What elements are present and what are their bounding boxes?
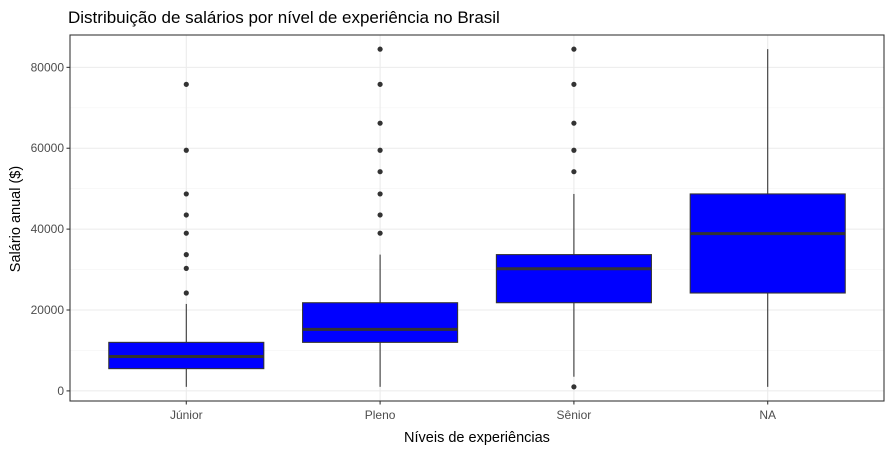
outlier-point: [377, 81, 383, 87]
box-group-0: [108, 81, 265, 387]
box-iqr: [495, 254, 652, 304]
outlier-point: [377, 120, 383, 126]
x-tick-label: NA: [759, 408, 776, 422]
outlier-point: [183, 265, 189, 271]
outlier-point: [571, 147, 577, 153]
outlier-point: [183, 212, 189, 218]
box-group-1: [302, 46, 459, 387]
outlier-point: [571, 46, 577, 52]
outlier-point: [183, 191, 189, 197]
box-iqr: [689, 193, 846, 294]
plot-panel: 0 20000 40000 60000 80000 Júnior Pleno Sênior NA: [31, 34, 885, 422]
box-group-3: [689, 49, 846, 387]
outlier-point: [183, 290, 189, 296]
x-axis-title: Níveis de experiências: [404, 430, 550, 446]
x-tick-label: Pleno: [365, 408, 396, 422]
outlier-point: [571, 169, 577, 175]
y-tick-label: 80000: [31, 60, 65, 74]
outlier-point: [183, 147, 189, 153]
panel-border: [69, 34, 885, 402]
outlier-point: [183, 230, 189, 236]
outlier-point: [377, 212, 383, 218]
outlier-point: [377, 191, 383, 197]
y-tick-label: 60000: [31, 141, 65, 155]
outlier-point: [377, 147, 383, 153]
y-axis-title: Salário anual ($): [8, 166, 24, 272]
outlier-point: [377, 46, 383, 52]
outlier-point: [377, 230, 383, 236]
outlier-point: [571, 384, 577, 390]
x-tick-label: Sênior: [557, 408, 592, 422]
chart-title: Distribuição de salários por nível de ex…: [68, 8, 500, 27]
outlier-point: [183, 81, 189, 87]
outlier-point: [571, 120, 577, 126]
y-tick-label: 20000: [31, 303, 65, 317]
box-iqr: [302, 302, 459, 343]
outlier-point: [571, 81, 577, 87]
x-tick-label: Júnior: [170, 408, 203, 422]
y-tick-label: 0: [57, 384, 64, 398]
box-group-2: [495, 46, 652, 390]
y-tick-label: 40000: [31, 222, 65, 236]
outlier-point: [377, 169, 383, 175]
outlier-point: [183, 252, 189, 258]
